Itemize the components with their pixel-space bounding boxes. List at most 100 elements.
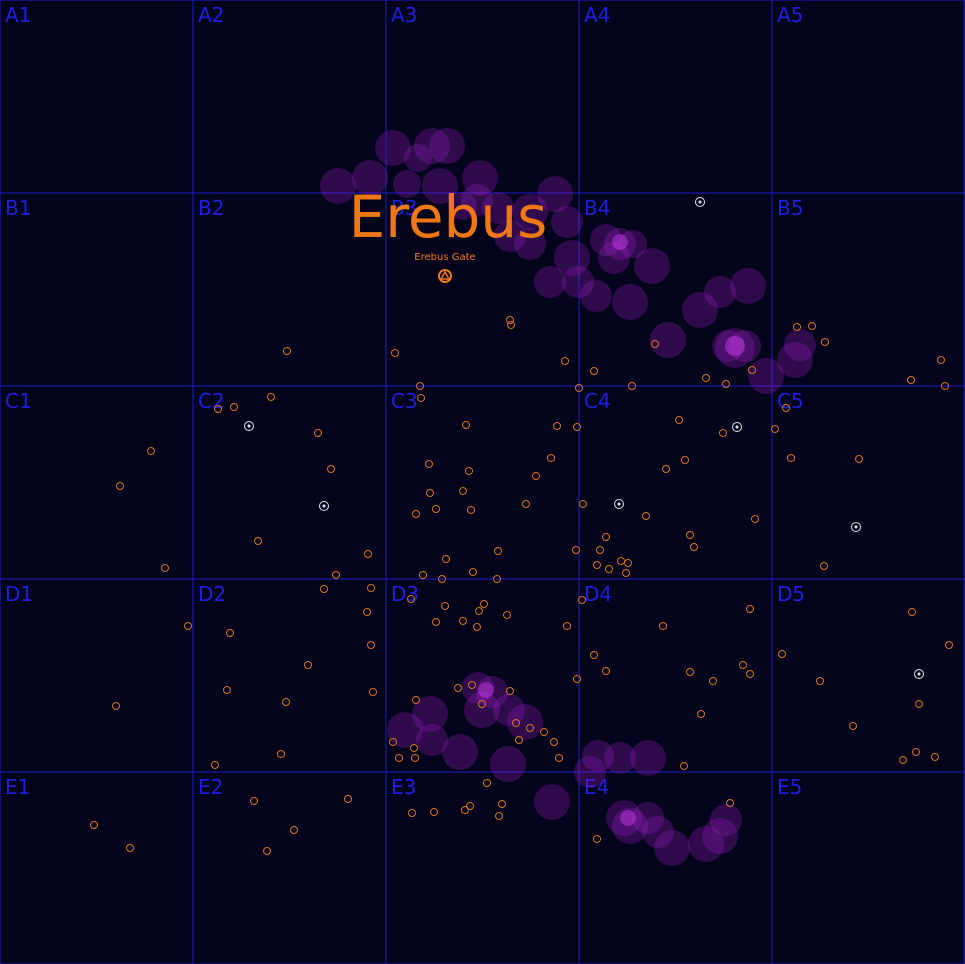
star-system-icon[interactable] [651,340,659,348]
star-system-icon[interactable] [550,738,558,746]
star-system-icon[interactable] [622,569,630,577]
star-system-icon[interactable] [748,366,756,374]
star-system-icon[interactable] [787,454,795,462]
star-system-icon[interactable] [290,826,298,834]
star-system-icon[interactable] [389,738,397,746]
star-system-icon[interactable] [522,500,530,508]
star-system-icon[interactable] [912,748,920,756]
star-system-icon[interactable] [432,505,440,513]
star-system-icon[interactable] [681,456,689,464]
star-system-icon[interactable] [503,611,511,619]
station-icon[interactable] [614,499,624,509]
star-system-icon[interactable] [364,550,372,558]
star-system-icon[interactable] [624,559,632,567]
star-system-icon[interactable] [438,575,446,583]
star-system-icon[interactable] [782,404,790,412]
star-system-icon[interactable] [320,585,328,593]
star-system-icon[interactable] [495,812,503,820]
station-icon[interactable] [244,421,254,431]
star-system-icon[interactable] [480,600,488,608]
star-system-icon[interactable] [263,847,271,855]
star-system-icon[interactable] [596,546,604,554]
star-system-icon[interactable] [590,367,598,375]
star-system-icon[interactable] [230,403,238,411]
star-system-icon[interactable] [686,531,694,539]
star-system-icon[interactable] [555,754,563,762]
star-system-icon[interactable] [475,607,483,615]
star-system-icon[interactable] [572,546,580,554]
star-system-icon[interactable] [425,460,433,468]
star-system-icon[interactable] [412,696,420,704]
star-system-icon[interactable] [282,698,290,706]
star-system-icon[interactable] [579,500,587,508]
star-system-icon[interactable] [459,487,467,495]
star-system-icon[interactable] [702,374,710,382]
star-system-icon[interactable] [467,506,475,514]
star-system-icon[interactable] [593,561,601,569]
star-system-icon[interactable] [746,670,754,678]
star-system-icon[interactable] [147,447,155,455]
star-system-icon[interactable] [746,605,754,613]
star-system-icon[interactable] [250,797,258,805]
star-system-icon[interactable] [408,809,416,817]
star-system-icon[interactable] [211,761,219,769]
star-system-icon[interactable] [931,753,939,761]
star-system-icon[interactable] [506,687,514,695]
star-system-icon[interactable] [941,382,949,390]
star-system-icon[interactable] [575,384,583,392]
star-system-icon[interactable] [417,394,425,402]
star-system-icon[interactable] [590,651,598,659]
star-system-icon[interactable] [617,557,625,565]
star-system-icon[interactable] [184,622,192,630]
star-system-icon[interactable] [493,575,501,583]
star-system-icon[interactable] [680,762,688,770]
star-system-icon[interactable] [722,380,730,388]
star-system-icon[interactable] [573,423,581,431]
star-system-icon[interactable] [367,584,375,592]
star-system-icon[interactable] [483,779,491,787]
star-system-icon[interactable] [662,465,670,473]
station-icon[interactable] [732,422,742,432]
star-system-icon[interactable] [573,675,581,683]
star-system-icon[interactable] [686,668,694,676]
star-system-icon[interactable] [327,465,335,473]
star-system-icon[interactable] [419,571,427,579]
star-system-icon[interactable] [454,684,462,692]
star-system-icon[interactable] [915,700,923,708]
star-system-icon[interactable] [214,405,222,413]
station-icon[interactable] [914,669,924,679]
star-system-icon[interactable] [771,425,779,433]
star-system-icon[interactable] [314,429,322,437]
station-icon[interactable] [695,197,705,207]
star-system-icon[interactable] [469,568,477,576]
star-system-icon[interactable] [821,338,829,346]
star-system-icon[interactable] [226,629,234,637]
star-system-icon[interactable] [908,608,916,616]
star-system-icon[interactable] [416,382,424,390]
star-system-icon[interactable] [945,641,953,649]
star-system-icon[interactable] [526,724,534,732]
star-system-icon[interactable] [473,623,481,631]
star-system-icon[interactable] [709,677,717,685]
star-system-icon[interactable] [628,382,636,390]
star-system-icon[interactable] [659,622,667,630]
star-system-icon[interactable] [642,512,650,520]
star-system-icon[interactable] [465,467,473,475]
star-system-icon[interactable] [161,564,169,572]
star-system-icon[interactable] [602,533,610,541]
star-system-icon[interactable] [719,429,727,437]
star-system-icon[interactable] [553,422,561,430]
star-system-icon[interactable] [816,677,824,685]
star-system-icon[interactable] [411,754,419,762]
star-system-icon[interactable] [116,482,124,490]
star-system-icon[interactable] [751,515,759,523]
star-system-icon[interactable] [478,700,486,708]
star-system-icon[interactable] [430,808,438,816]
gate-icon[interactable] [438,269,452,283]
star-system-icon[interactable] [498,800,506,808]
star-system-icon[interactable] [506,316,514,324]
star-system-icon[interactable] [937,356,945,364]
star-system-icon[interactable] [407,595,415,603]
star-system-icon[interactable] [90,821,98,829]
star-system-icon[interactable] [899,756,907,764]
